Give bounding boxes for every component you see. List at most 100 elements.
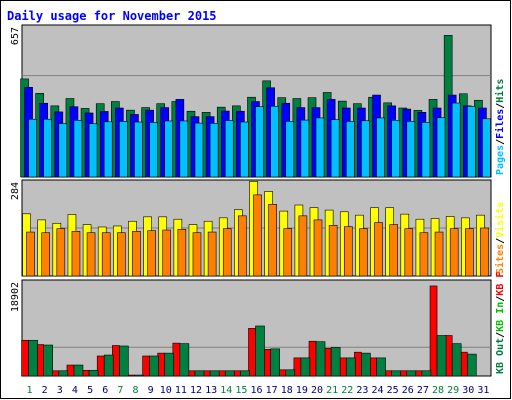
bar-pages-day-22 <box>345 121 355 178</box>
bar-pages-day-4 <box>73 119 83 178</box>
bar-sites-day-16 <box>253 194 262 277</box>
legend-hits-files-pages: Pages/Files/Hits <box>494 79 506 175</box>
bar-kb-out-day-9 <box>149 355 159 377</box>
bar-kb-out-day-21 <box>330 347 341 377</box>
x-tick-label-day-6: 6 <box>102 385 108 396</box>
bar-pages-day-25 <box>391 119 400 178</box>
x-tick-label-day-23: 23 <box>356 385 368 396</box>
bar-pages-day-28 <box>436 117 446 178</box>
bar-pages-day-19 <box>300 119 310 178</box>
legend-separator: / <box>495 332 506 338</box>
x-tick-label-day-18: 18 <box>281 385 293 396</box>
bar-sites-day-14 <box>222 228 232 277</box>
bar-pages-day-27 <box>421 122 431 178</box>
x-tick-label-day-10: 10 <box>160 385 172 396</box>
x-tick-label-day-8: 8 <box>132 385 138 396</box>
bar-sites-day-15 <box>238 215 247 277</box>
bar-sites-day-29 <box>449 228 459 277</box>
legend-separator: / <box>495 296 506 302</box>
bar-pages-day-26 <box>406 121 416 178</box>
bar-kb-f-day-16 <box>248 328 256 377</box>
bar-sites-day-26 <box>404 228 414 277</box>
bar-sites-day-13 <box>207 231 217 277</box>
x-tick-label-day-5: 5 <box>87 385 93 396</box>
bar-kb-out-day-3 <box>58 370 69 377</box>
bar-kb-out-day-13 <box>209 370 220 377</box>
bar-pages-day-3 <box>58 123 68 178</box>
x-tick-label-day-1: 1 <box>27 385 33 396</box>
bar-kb-out-day-20 <box>315 341 326 377</box>
x-tick-label-day-13: 13 <box>205 385 217 396</box>
bar-kb-out-day-28 <box>436 335 447 377</box>
bar-pages-day-8 <box>134 121 143 178</box>
bar-pages-day-23 <box>361 120 370 178</box>
x-tick-label-day-9: 9 <box>148 385 154 396</box>
bar-kb-out-day-5 <box>88 369 99 377</box>
legend-entry-kb-out: KB Out <box>495 338 506 374</box>
bar-sites-day-1 <box>26 231 35 277</box>
bar-kb-out-day-14 <box>224 370 235 377</box>
chart-title: Daily usage for November 2015 <box>7 9 217 23</box>
x-tick-label-day-16: 16 <box>250 385 262 396</box>
x-tick-label-day-28: 28 <box>432 385 444 396</box>
bar-sites-day-3 <box>56 228 66 277</box>
bar-pages-day-13 <box>209 123 219 178</box>
legend-entry-files: Files <box>494 109 506 139</box>
bar-kb-out-day-16 <box>255 325 265 377</box>
bar-kb-out-day-22 <box>345 357 356 377</box>
legend-kbf-kbin-kbout: KB Out/KB In/KB F <box>495 272 506 374</box>
bar-sites-day-20 <box>313 219 323 277</box>
bar-kb-out-day-1 <box>28 339 38 377</box>
bar-kb-out-day-11 <box>179 343 190 377</box>
bar-kb-out-day-4 <box>73 364 84 377</box>
bar-pages-day-20 <box>315 117 325 178</box>
bar-kb-f-day-1 <box>21 339 29 377</box>
x-tick-label-day-20: 20 <box>311 385 323 396</box>
x-tick-label-day-7: 7 <box>117 385 123 396</box>
legend-separator: / <box>495 103 506 109</box>
bar-kb-out-day-27 <box>421 370 432 377</box>
bar-sites-day-7 <box>117 232 126 277</box>
x-tick-label-day-19: 19 <box>296 385 308 396</box>
legend-separator: / <box>495 139 506 145</box>
bar-kb-out-day-6 <box>103 354 114 377</box>
bar-kb-out-day-15 <box>240 370 250 377</box>
bar-sites-day-24 <box>374 222 383 277</box>
bar-sites-day-28 <box>434 231 444 277</box>
bar-pages-day-29 <box>451 102 461 178</box>
bar-sites-day-4 <box>71 231 81 277</box>
bar-pages-day-5 <box>88 123 98 178</box>
bar-sites-day-30 <box>465 228 474 277</box>
x-tick-label-day-21: 21 <box>326 385 338 396</box>
bar-pages-day-18 <box>285 121 295 178</box>
bar-pages-day-1 <box>28 118 37 178</box>
x-tick-label-day-2: 2 <box>42 385 48 396</box>
bar-kb-out-day-30 <box>467 353 477 377</box>
bar-kb-out-day-8 <box>134 374 144 377</box>
bar-pages-day-7 <box>119 121 128 178</box>
x-tick-label-day-31: 31 <box>477 385 489 396</box>
bar-kb-out-day-26 <box>406 370 417 377</box>
x-tick-label-day-30: 30 <box>462 385 474 396</box>
x-tick-label-day-22: 22 <box>341 385 353 396</box>
bar-sites-day-5 <box>86 232 96 277</box>
bar-kb-out-day-29 <box>451 343 462 377</box>
bar-sites-day-9 <box>147 230 156 277</box>
bar-sites-day-19 <box>298 215 308 277</box>
bar-kb-out-day-2 <box>43 344 53 377</box>
legend-entry-kb-f: KB F <box>495 272 506 296</box>
chart-panels: 657Pages/Files/Hits284Sites/Visits18902K… <box>10 24 506 377</box>
bar-kb-f-day-28 <box>429 285 438 377</box>
bar-sites-day-23 <box>359 228 368 277</box>
bar-sites-day-8 <box>132 231 141 277</box>
bar-pages-day-6 <box>103 121 113 178</box>
bar-pages-day-10 <box>164 120 174 178</box>
x-tick-label-day-26: 26 <box>402 385 414 396</box>
bar-sites-day-27 <box>419 232 429 277</box>
y-max-label-visits-sites: 284 <box>10 182 21 200</box>
x-tick-label-day-25: 25 <box>387 385 399 396</box>
legend-entry-sites: Sites <box>494 244 506 274</box>
